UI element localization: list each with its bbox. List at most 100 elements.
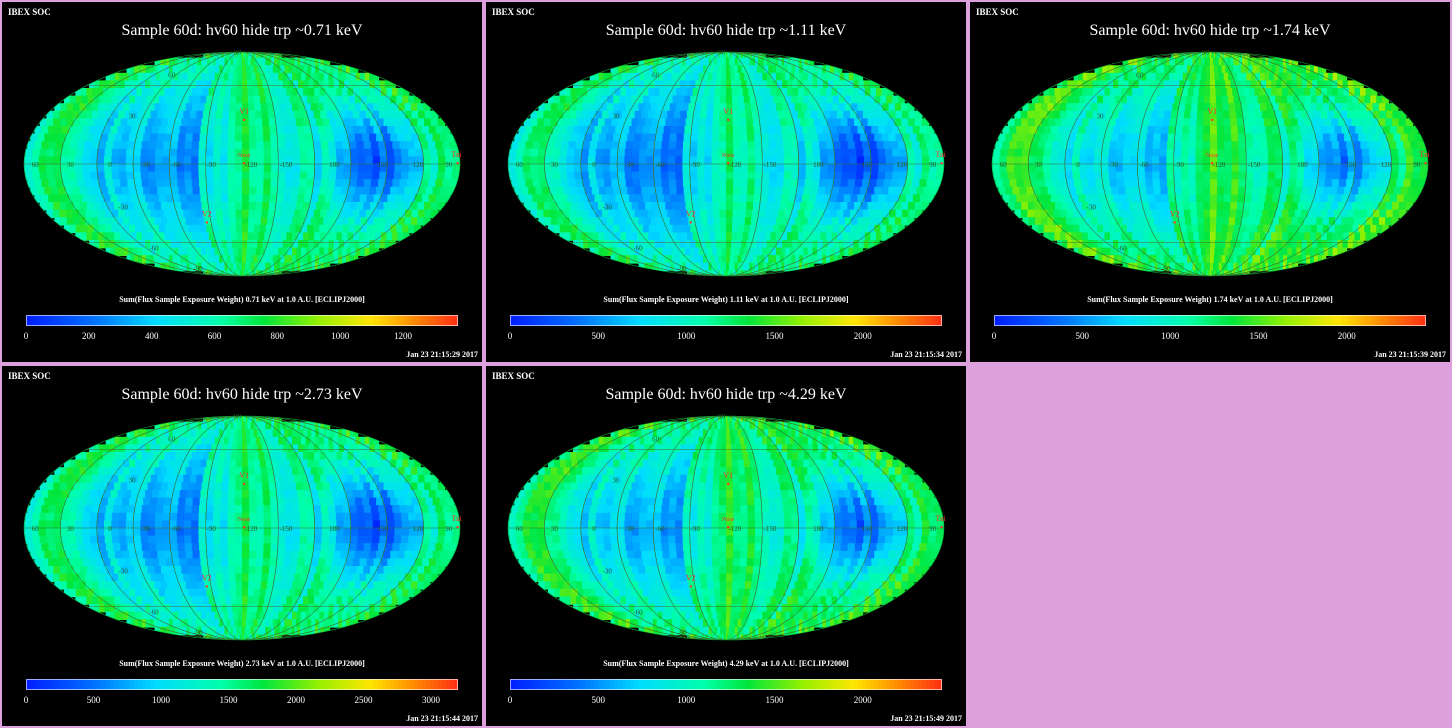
colorbar-segment bbox=[410, 315, 415, 326]
colorbar-segment bbox=[130, 679, 135, 690]
colorbar-segment bbox=[822, 315, 827, 326]
colorbar-segment bbox=[434, 679, 439, 690]
colorbar-segment bbox=[722, 679, 727, 690]
colorbar-segment bbox=[110, 679, 115, 690]
longitude-label: 120 bbox=[1381, 161, 1392, 169]
colorbar-segment bbox=[214, 315, 219, 326]
colorbar-segment bbox=[1210, 315, 1215, 326]
heatmap-cells bbox=[24, 52, 460, 276]
colorbar-segment bbox=[142, 679, 147, 690]
latitude-label: 60 bbox=[652, 435, 660, 443]
colorbar-segment bbox=[1330, 315, 1335, 326]
colorbar-segment bbox=[894, 679, 899, 690]
graticule bbox=[508, 52, 944, 276]
colorbar-segment bbox=[390, 315, 395, 326]
colorbar-segment bbox=[114, 315, 119, 326]
colorbar-segment bbox=[1198, 315, 1203, 326]
colorbar-tick-label: 500 bbox=[86, 695, 101, 705]
longitude-label: 120 bbox=[897, 161, 908, 169]
colorbar-segment bbox=[138, 315, 143, 326]
longitude-label: 0 bbox=[592, 525, 596, 533]
colorbar-segment bbox=[634, 679, 639, 690]
marker-label: Nose bbox=[238, 153, 251, 159]
longitude-label: -150 bbox=[280, 161, 293, 169]
colorbar-segment bbox=[98, 315, 103, 326]
colorbar-segment bbox=[298, 315, 303, 326]
colorbar-segment bbox=[814, 315, 819, 326]
colorbar-segment bbox=[334, 679, 339, 690]
colorbar-segment bbox=[454, 679, 458, 690]
colorbar-segment bbox=[450, 315, 455, 326]
colorbar-segment bbox=[250, 679, 255, 690]
colorbar-segment bbox=[610, 679, 615, 690]
colorbar-segment bbox=[218, 315, 223, 326]
colorbar-segment bbox=[230, 679, 235, 690]
colorbar-segment bbox=[754, 315, 759, 326]
colorbar-segment bbox=[686, 315, 691, 326]
colorbar-segment bbox=[1302, 315, 1307, 326]
colorbar-segment bbox=[678, 315, 683, 326]
colorbar-segment bbox=[698, 315, 703, 326]
colorbar-segment bbox=[294, 315, 299, 326]
colorbar-segment bbox=[1374, 315, 1379, 326]
colorbar-segment bbox=[806, 315, 811, 326]
colorbar-segment bbox=[730, 679, 735, 690]
colorbar-segment bbox=[38, 315, 43, 326]
colorbar-segment bbox=[426, 315, 431, 326]
colorbar-segment bbox=[346, 679, 351, 690]
colorbar-segment bbox=[362, 315, 367, 326]
colorbar-segment bbox=[1090, 315, 1095, 326]
latitude-label: 90 bbox=[234, 50, 242, 57]
marker-dot bbox=[940, 525, 943, 529]
colorbar-segment bbox=[374, 679, 379, 690]
panel-source-label: IBEX SOC bbox=[492, 371, 535, 381]
longitude-label: 90 bbox=[1413, 161, 1421, 169]
colorbar-segment bbox=[402, 679, 407, 690]
colorbar-segment bbox=[1350, 315, 1355, 326]
colorbar-segment bbox=[58, 315, 63, 326]
colorbar-segment bbox=[938, 679, 942, 690]
colorbar-segment bbox=[1402, 315, 1407, 326]
latitude-label: -60 bbox=[633, 245, 643, 253]
colorbar-segment bbox=[394, 315, 399, 326]
longitude-label: -60 bbox=[1139, 161, 1149, 169]
longitude-label: -90 bbox=[207, 525, 217, 533]
colorbar-segment bbox=[1318, 315, 1323, 326]
longitude-label: 60 bbox=[1000, 161, 1008, 169]
colorbar-tick-label: 200 bbox=[82, 331, 96, 341]
colorbar-segment bbox=[538, 679, 543, 690]
graticule bbox=[24, 416, 460, 640]
colorbar-tick-label: 2000 bbox=[853, 331, 872, 341]
colorbar-segment bbox=[846, 679, 851, 690]
marker-label: Nose bbox=[238, 517, 251, 523]
colorbar-segment bbox=[1342, 315, 1347, 326]
colorbar-segment bbox=[770, 679, 775, 690]
longitude-label: 30 bbox=[67, 525, 75, 533]
longitude-label: 90 bbox=[445, 161, 453, 169]
colorbar-segment bbox=[378, 679, 383, 690]
colorbar-segment bbox=[922, 315, 927, 326]
longitude-label: -60 bbox=[655, 525, 665, 533]
marker-dot bbox=[456, 525, 459, 529]
heatmap-cells bbox=[992, 52, 1428, 276]
colorbar-segment bbox=[1102, 315, 1107, 326]
colorbar-segment bbox=[1086, 315, 1091, 326]
panel-title: Sample 60d: hv60 hide trp ~1.11 keV bbox=[605, 22, 847, 39]
colorbar bbox=[26, 679, 458, 690]
colorbar-segment bbox=[1290, 315, 1295, 326]
colorbar-segment bbox=[146, 315, 151, 326]
map-outline bbox=[991, 51, 1429, 277]
colorbar-segment bbox=[522, 679, 527, 690]
marker-label: Tail bbox=[1419, 150, 1430, 159]
colorbar-segment bbox=[274, 679, 279, 690]
sky-map-panel: IBEX SOC Sample 60d: hv60 hide trp ~1.11… bbox=[486, 2, 966, 362]
timestamp: Jan 23 21:15:39 2017 bbox=[1374, 350, 1446, 359]
colorbar-segment bbox=[1230, 315, 1235, 326]
colorbar-segment bbox=[918, 315, 923, 326]
colorbar-segment bbox=[50, 679, 55, 690]
colorbar-segment bbox=[342, 679, 347, 690]
latitude-label: -90 bbox=[1161, 265, 1171, 273]
colorbar-segment bbox=[246, 679, 251, 690]
colorbar-segment bbox=[210, 315, 215, 326]
colorbar-segment bbox=[1310, 315, 1315, 326]
